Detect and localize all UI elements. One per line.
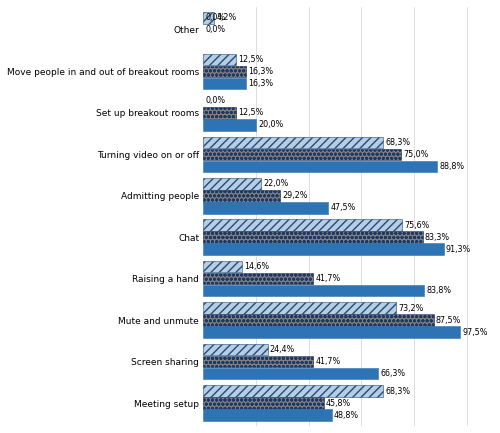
Text: 91,3%: 91,3% xyxy=(446,245,471,254)
Bar xyxy=(204,78,246,89)
Text: 83,3%: 83,3% xyxy=(425,233,450,242)
Text: 83,8%: 83,8% xyxy=(426,286,452,295)
Bar xyxy=(204,385,383,397)
Text: 16,3%: 16,3% xyxy=(248,67,274,76)
Text: 20,0%: 20,0% xyxy=(258,120,283,129)
Bar xyxy=(204,190,281,201)
Bar xyxy=(204,202,328,213)
Text: 0,0%: 0,0% xyxy=(206,26,226,35)
Text: 41,7%: 41,7% xyxy=(316,357,340,366)
Text: 4,2%: 4,2% xyxy=(216,13,237,23)
Text: 24,4%: 24,4% xyxy=(270,345,295,354)
Bar xyxy=(204,409,332,421)
Text: 48,8%: 48,8% xyxy=(334,410,359,420)
Bar xyxy=(204,66,246,77)
Text: 29,2%: 29,2% xyxy=(282,191,308,200)
Text: 0,0%: 0,0% xyxy=(206,97,226,105)
Text: 75,6%: 75,6% xyxy=(404,221,430,230)
Bar xyxy=(204,220,402,231)
Bar xyxy=(204,326,460,338)
Text: 68,3%: 68,3% xyxy=(386,387,410,396)
Text: 41,7%: 41,7% xyxy=(316,274,340,283)
Text: 0,0%: 0,0% xyxy=(206,13,226,23)
Bar xyxy=(204,12,214,24)
Bar xyxy=(204,161,437,172)
Text: 47,5%: 47,5% xyxy=(330,203,356,212)
Text: 12,5%: 12,5% xyxy=(238,55,264,64)
Bar xyxy=(204,397,324,409)
Text: 66,3%: 66,3% xyxy=(380,369,405,378)
Bar xyxy=(204,285,424,297)
Bar xyxy=(204,314,434,326)
Bar xyxy=(204,107,236,119)
Text: 75,0%: 75,0% xyxy=(403,150,428,159)
Bar xyxy=(204,344,268,355)
Text: 88,8%: 88,8% xyxy=(440,162,464,171)
Text: 73,2%: 73,2% xyxy=(398,304,423,313)
Bar xyxy=(204,261,242,272)
Bar xyxy=(204,178,262,190)
Text: 22,0%: 22,0% xyxy=(264,179,289,188)
Text: 68,3%: 68,3% xyxy=(386,138,410,147)
Bar xyxy=(204,54,236,65)
Text: 87,5%: 87,5% xyxy=(436,316,462,325)
Bar xyxy=(204,136,383,148)
Bar xyxy=(204,356,313,367)
Text: 45,8%: 45,8% xyxy=(326,398,351,407)
Text: 97,5%: 97,5% xyxy=(462,328,487,336)
Text: 12,5%: 12,5% xyxy=(238,108,264,117)
Bar xyxy=(204,119,256,131)
Bar xyxy=(204,302,396,314)
Bar xyxy=(204,243,444,255)
Text: 14,6%: 14,6% xyxy=(244,262,269,271)
Bar xyxy=(204,273,313,284)
Bar xyxy=(204,368,378,379)
Bar xyxy=(204,149,401,160)
Bar xyxy=(204,232,422,243)
Text: 16,3%: 16,3% xyxy=(248,79,274,88)
